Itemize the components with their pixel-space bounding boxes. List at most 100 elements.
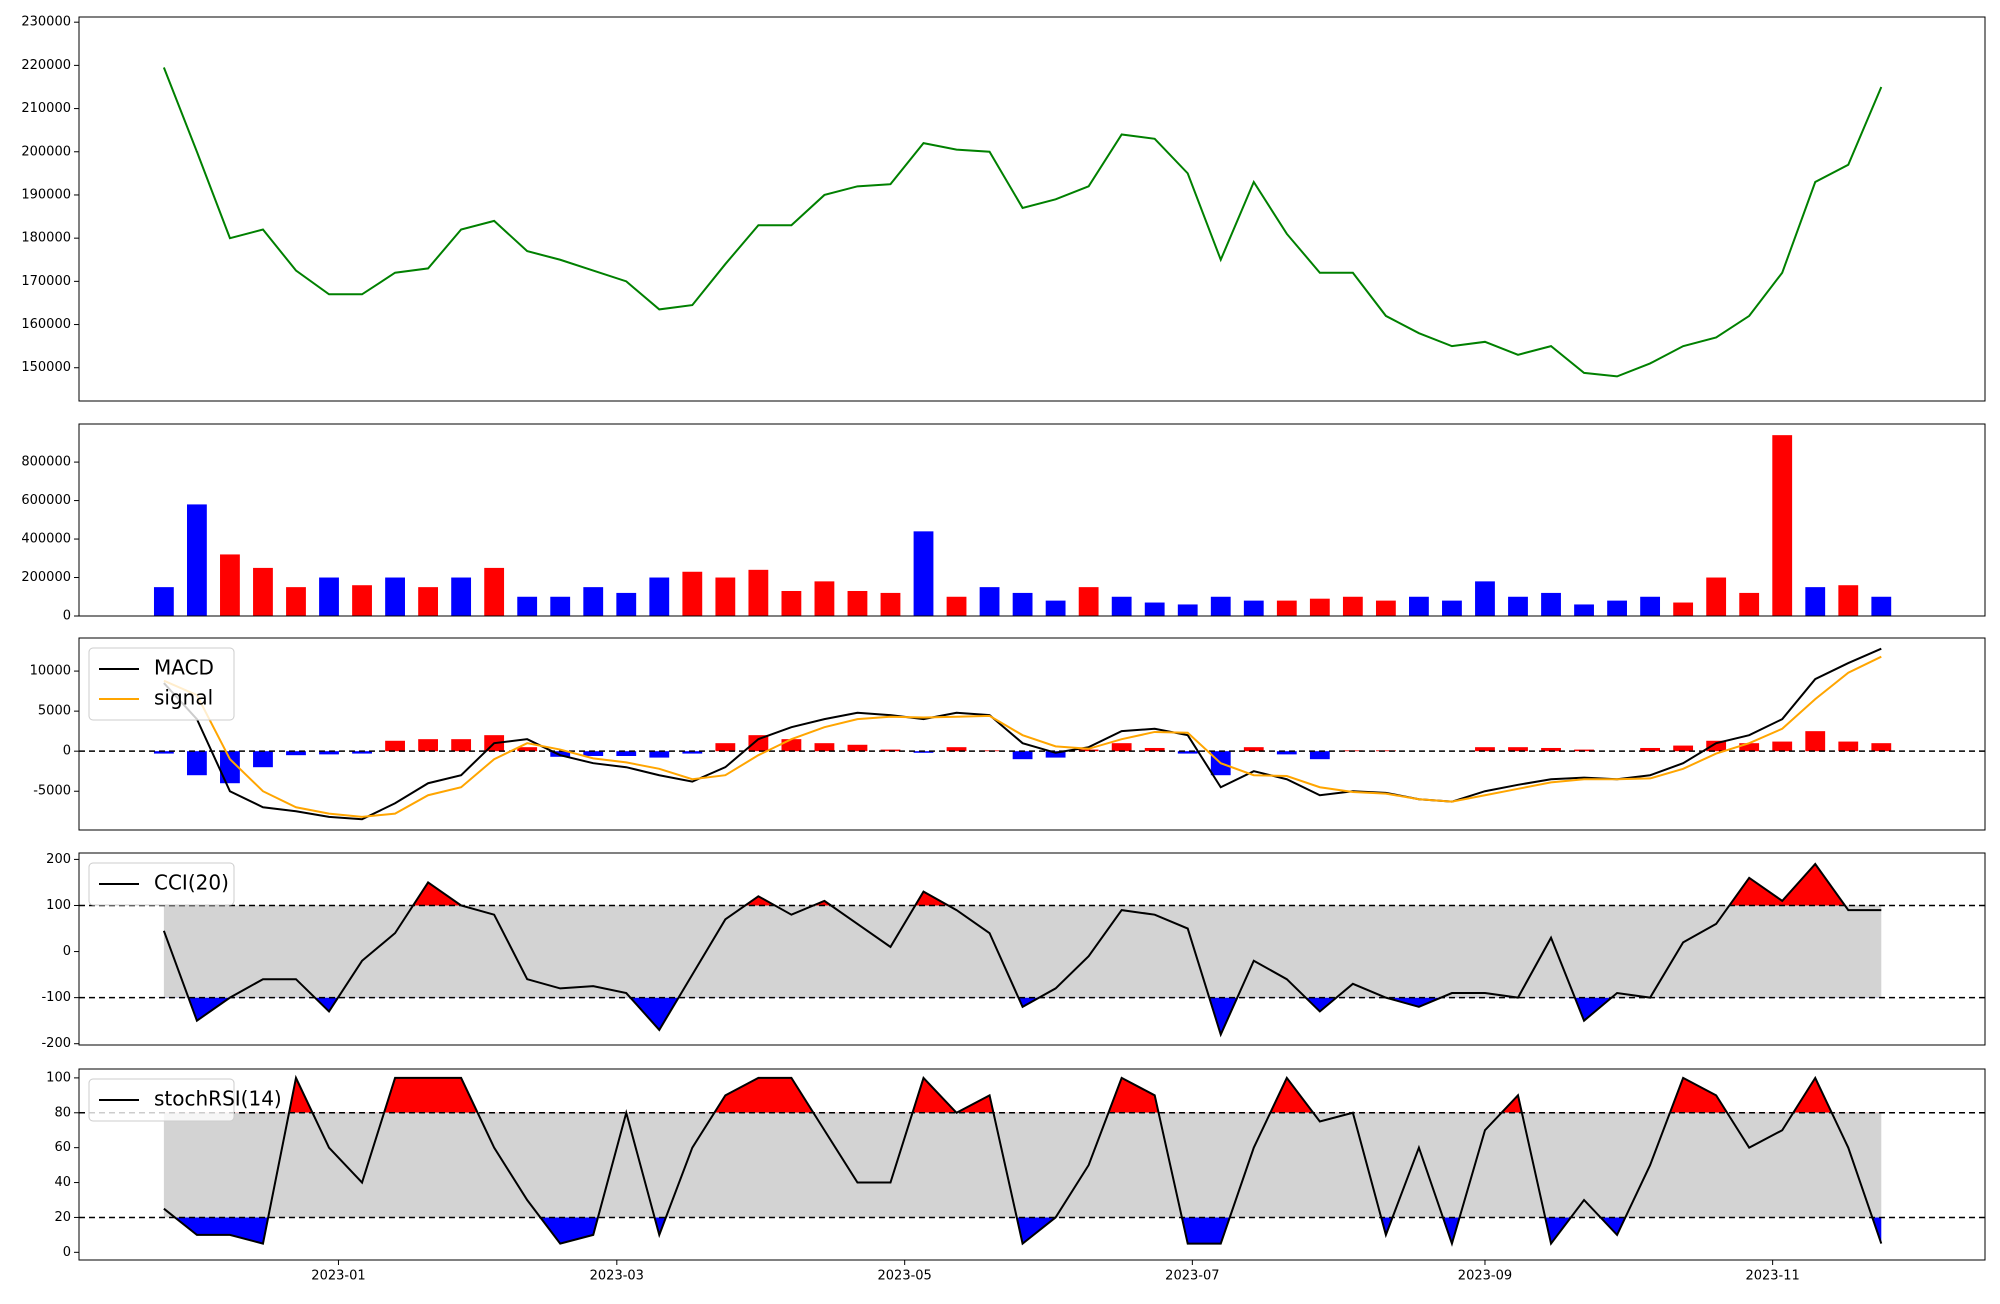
level-fill (163, 1077, 1882, 1113)
y-tick-label: 800000 (21, 455, 71, 470)
level-fill (163, 1217, 1882, 1244)
histogram-bar (748, 735, 769, 752)
histogram-bar (1541, 747, 1561, 752)
panel-frame (78, 852, 1986, 1046)
histogram-bar (1243, 747, 1264, 752)
bar (979, 587, 1000, 616)
histogram-bar (153, 751, 174, 754)
y-tick-label: 10000 (30, 664, 71, 679)
series-line (162, 862, 1882, 1038)
panel-frame (78, 423, 1986, 617)
bar (781, 590, 802, 616)
level-band (163, 1112, 1882, 1218)
histogram-bar (1012, 751, 1033, 760)
histogram-bar (616, 751, 637, 756)
bar (1144, 602, 1165, 616)
histogram-bar (1375, 750, 1396, 752)
bar (1210, 596, 1231, 616)
y-tick-label: 190000 (21, 187, 71, 202)
legend-label: stochRSI(14) (154, 1087, 282, 1111)
bar (1673, 602, 1694, 616)
x-tick-label: 2023-07 (1165, 1269, 1219, 1284)
histogram-bar (814, 743, 835, 752)
histogram-bar (1574, 749, 1594, 752)
bar (946, 596, 967, 616)
bar (880, 592, 901, 616)
bar (385, 577, 405, 616)
bar (1640, 596, 1661, 616)
y-tick-label: 5000 (38, 704, 71, 719)
level-band (163, 905, 1882, 998)
panel: 0 200000 400000 600000 800000 (21, 423, 1986, 624)
bar (748, 569, 769, 616)
histogram-bar (1045, 751, 1066, 758)
histogram-bar (1838, 741, 1859, 752)
y-tick-label: -5000 (33, 784, 71, 799)
bar (847, 590, 868, 616)
histogram-bar (1871, 743, 1892, 752)
bar (253, 567, 273, 616)
x-tick-label: 2023-11 (1745, 1269, 1799, 1284)
histogram-bar (1706, 740, 1727, 752)
bar (1309, 598, 1330, 616)
bar (1739, 592, 1760, 616)
y-tick-label: 0 (63, 744, 71, 759)
bar (1045, 600, 1066, 616)
bar (1871, 596, 1892, 616)
panel: -200 -100 0 100 200 CCI(20) (41, 852, 1986, 1051)
y-tick-label: 200000 (21, 570, 71, 585)
bar (220, 554, 240, 616)
bar (319, 577, 339, 616)
y-tick-label: 60 (54, 1140, 71, 1155)
histogram-bar (880, 749, 901, 752)
histogram-bar (451, 739, 472, 752)
histogram-bar (649, 751, 670, 758)
bar (1375, 600, 1396, 616)
bar (1012, 592, 1033, 616)
series-line (163, 655, 1882, 818)
histogram-bar (550, 751, 571, 757)
panel-frame (78, 637, 1986, 831)
x-tick-label: 2023-05 (878, 1269, 932, 1284)
bar (1177, 604, 1198, 616)
histogram-bar (583, 751, 604, 756)
bar (1409, 596, 1429, 616)
histogram-bar (847, 744, 868, 752)
panel: -5000 0 5000 10000 MACD signal (30, 637, 1986, 831)
y-tick-label: 80 (54, 1105, 71, 1120)
histogram-bar (286, 751, 306, 756)
y-tick-label: 210000 (21, 101, 71, 116)
legend-frame (88, 647, 235, 721)
bar (418, 587, 439, 616)
bar (1838, 585, 1859, 616)
histogram-bar (781, 739, 802, 752)
histogram-bar (517, 747, 538, 752)
y-tick-label: 600000 (21, 493, 71, 508)
bar (682, 571, 703, 616)
bar (583, 587, 604, 616)
histogram-bar (1177, 751, 1198, 754)
bar (814, 581, 835, 616)
histogram-bar (682, 751, 703, 754)
histogram-bar (253, 751, 273, 768)
histogram-bar (946, 747, 967, 752)
y-tick-label: 200000 (21, 144, 71, 159)
histogram-bar (715, 743, 736, 752)
legend: CCI(20) (88, 862, 235, 906)
y-tick-label: 200 (46, 852, 71, 867)
bar (1342, 596, 1363, 616)
y-tick-label: 40 (54, 1175, 71, 1190)
histogram-bar (913, 751, 934, 753)
y-tick-label: 220000 (21, 58, 71, 73)
histogram-bar (220, 751, 240, 784)
legend: stochRSI(14) (88, 1078, 282, 1122)
y-tick-label: 20 (54, 1210, 71, 1225)
legend-frame (88, 862, 235, 906)
panel-frame (78, 16, 1986, 402)
legend-label: CCI(20) (154, 871, 229, 895)
y-tick-label: 150000 (21, 360, 71, 375)
y-tick-label: 160000 (21, 317, 71, 332)
histogram-bar (186, 751, 207, 776)
bar (1772, 435, 1793, 616)
